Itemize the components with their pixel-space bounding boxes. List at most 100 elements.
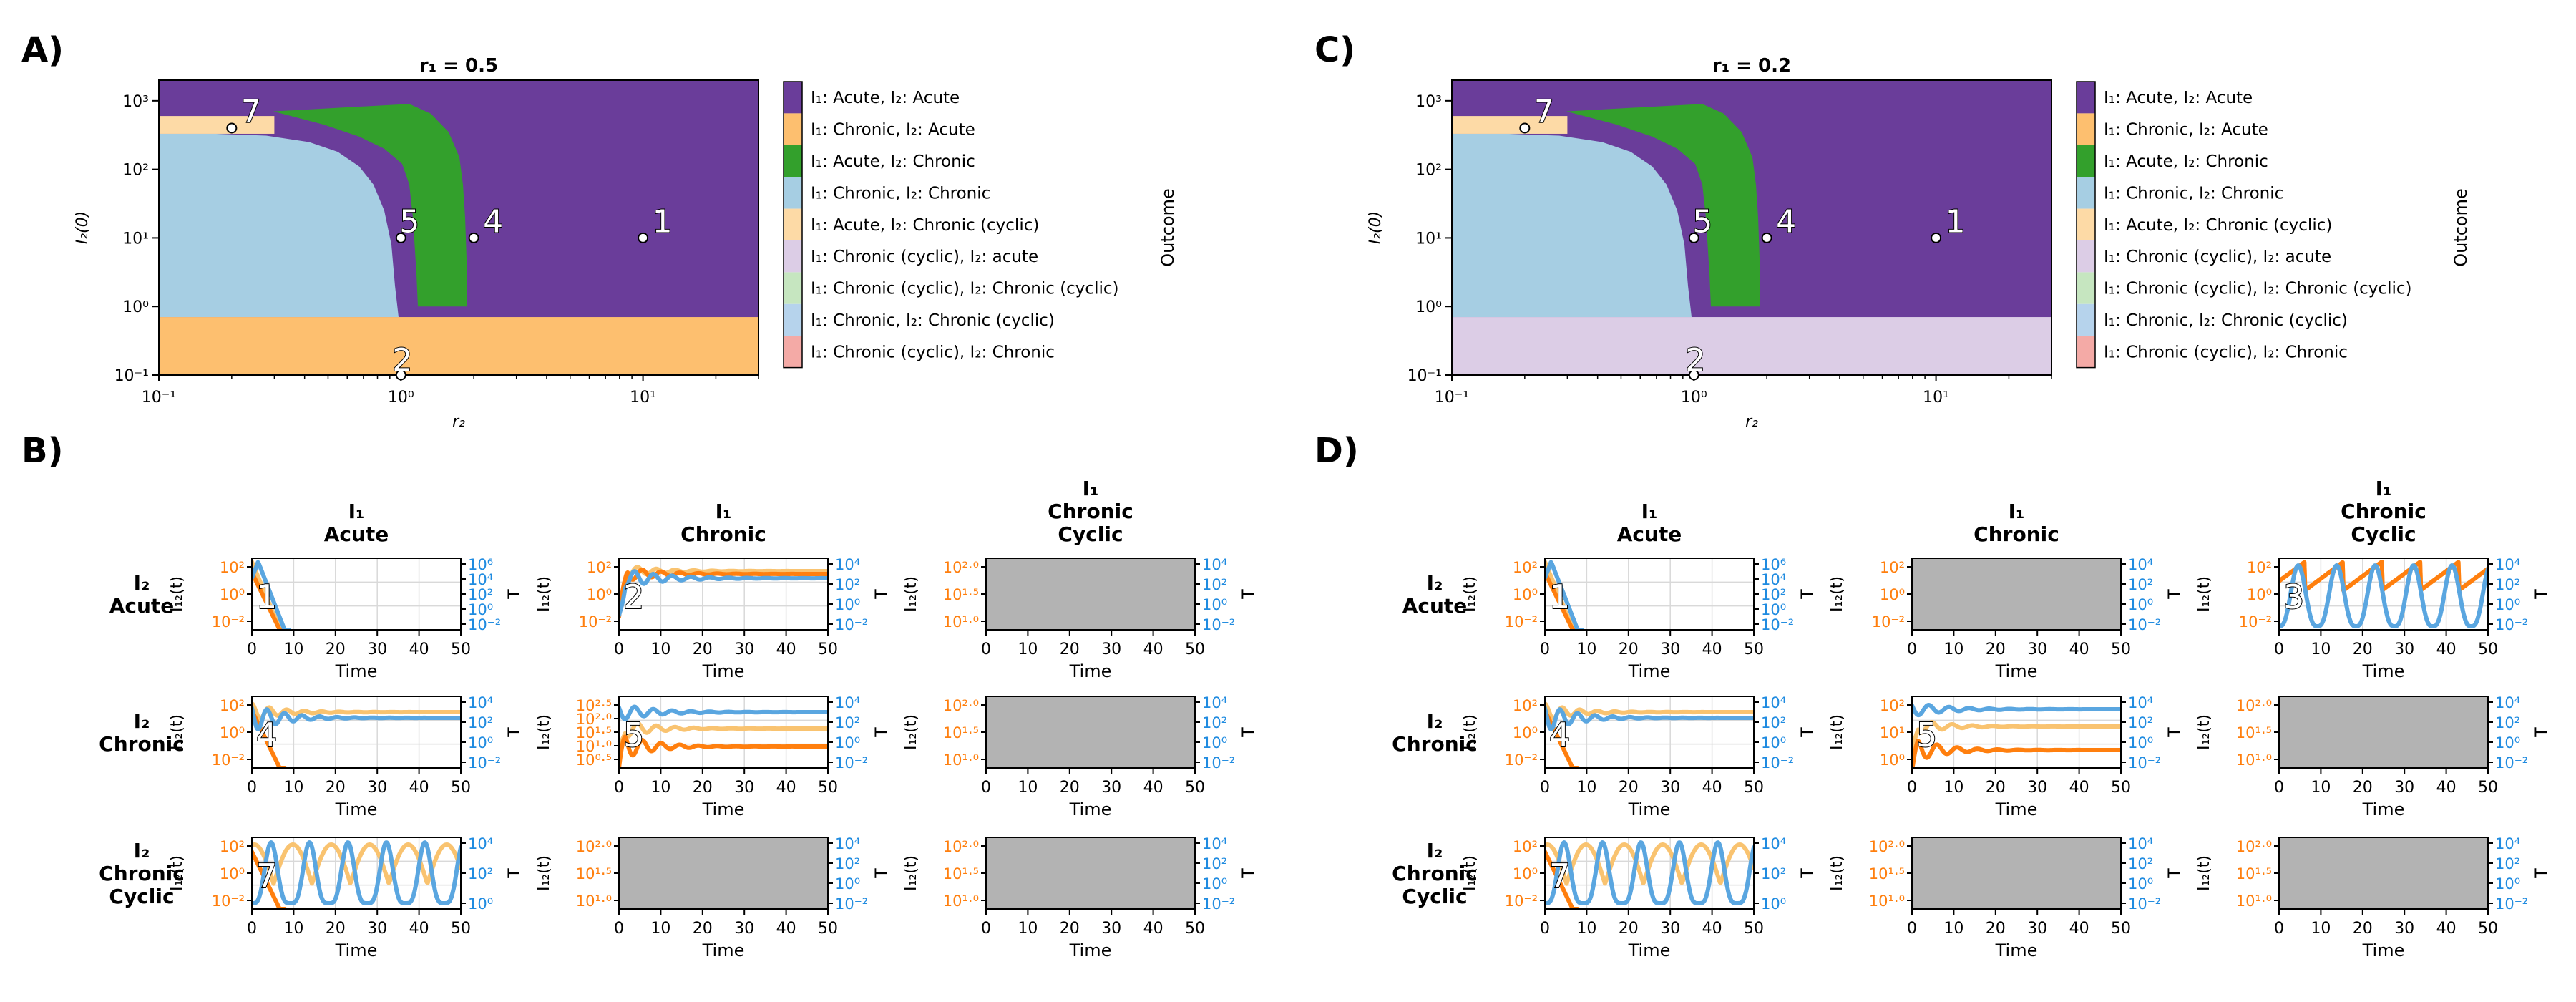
- x-tick-label: 30: [367, 641, 387, 658]
- case-number: 1: [256, 578, 277, 616]
- y-right-axis-label: T: [506, 727, 524, 738]
- point-label: 1: [1946, 203, 1966, 240]
- x-tick-label: 50: [818, 920, 838, 938]
- y-tick-label: 10⁰: [1415, 298, 1442, 316]
- column-header: Chronic: [680, 522, 766, 546]
- x-tick-label: 40: [1143, 779, 1163, 797]
- y-left-tick-label: 10¹·⁵: [576, 724, 612, 741]
- region-acute-chroniccyclic: [1452, 116, 1568, 134]
- column-header: I₁: [348, 500, 365, 523]
- chart-title: r₁ = 0.2: [1712, 55, 1791, 77]
- y-left-tick-label: 10¹·⁵: [943, 724, 979, 741]
- y-right-axis-label: T: [1240, 589, 1258, 600]
- y-right-tick-label: 10⁰: [2128, 734, 2153, 752]
- case-number: 5: [623, 716, 644, 754]
- empty-panel: [986, 837, 1195, 909]
- x-tick-label: 10: [283, 641, 303, 658]
- y-right-axis-label: T: [2533, 868, 2551, 879]
- x-axis-label: Time: [335, 940, 378, 960]
- legend-swatch: [784, 82, 802, 114]
- y-right-tick-label: 10⁻²: [835, 616, 868, 633]
- y-left-tick-label: 10⁻²: [212, 892, 245, 910]
- row-header: Cyclic: [109, 885, 174, 908]
- case-number: 4: [1549, 716, 1570, 754]
- x-tick-label: 20: [326, 920, 346, 938]
- timeseries-cell: 50 10 20 30 40 50Time10²10¹10⁰10⁴10²10⁰10⁻²I₁…: [1828, 694, 2184, 819]
- row-header: Chronic: [1392, 862, 1478, 885]
- y-right-tick-label: 10²: [2495, 576, 2520, 593]
- x-tick-label: 10: [1018, 779, 1038, 797]
- x-tick-label: 50: [451, 641, 471, 658]
- y-left-tick-label: 10⁻²: [1505, 613, 1538, 631]
- x-tick-label: 0: [1540, 920, 1550, 938]
- legend-entry: I₁: Acute, I₂: Chronic (cyclic): [2104, 216, 2332, 235]
- x-tick-label: 30: [1660, 641, 1680, 658]
- y-left-tick-label: 10¹·⁰: [2236, 752, 2272, 769]
- tcell-line: [252, 840, 461, 905]
- x-tick-label: 20: [2353, 920, 2373, 938]
- x-tick-label: 10: [650, 641, 670, 658]
- y-right-tick-label: 10²: [1202, 714, 1227, 731]
- y-right-tick-label: 10⁴: [1202, 835, 1227, 852]
- x-tick-label: 10¹: [630, 389, 656, 407]
- x-tick-label: 10: [2311, 779, 2331, 797]
- y-left-tick-label: 10¹·⁰: [576, 738, 612, 755]
- y-tick-label: 10⁰: [122, 298, 149, 316]
- y-right-tick-label: 10⁰: [1761, 895, 1786, 913]
- empty-panel: [2279, 837, 2488, 909]
- y-left-tick-label: 10⁰: [1880, 752, 1905, 769]
- y-left-axis-label: I₁₂(t): [2195, 714, 2213, 750]
- legend-swatch: [2077, 303, 2095, 336]
- y-left-tick-label: 10²: [1513, 697, 1538, 714]
- y-right-axis-label: T: [873, 727, 891, 738]
- empty-panel: [986, 696, 1195, 768]
- y-left-tick-label: 10¹: [1880, 724, 1905, 741]
- x-tick-label: 30: [734, 641, 754, 658]
- case-number: 7: [256, 857, 277, 895]
- y-left-tick-label: 10²·⁰: [943, 838, 979, 855]
- y-left-tick-label: 10²: [1513, 559, 1538, 576]
- column-header: I₁: [716, 500, 732, 523]
- y-left-tick-label: 10¹·⁰: [943, 892, 979, 910]
- y-left-tick-label: 10⁰: [1880, 586, 1905, 603]
- x-axis-label: Time: [2362, 940, 2405, 960]
- point-label: 2: [392, 342, 412, 379]
- x-tick-label: 20: [1619, 779, 1639, 797]
- y-left-tick-label: 10⁰: [587, 586, 612, 603]
- x-tick-label: 50: [2478, 641, 2498, 658]
- y-right-tick-label: 10²: [1761, 865, 1786, 882]
- case-number: 2: [623, 578, 644, 616]
- x-tick-label: 20: [1986, 641, 2006, 658]
- y-right-tick-label: 10²: [835, 855, 860, 872]
- y-right-tick-label: 10²: [468, 586, 493, 603]
- y-left-tick-label: 10²: [587, 559, 612, 576]
- empty-panel: [1912, 837, 2121, 909]
- panel-bg: [1545, 696, 1754, 768]
- point-marker: [1931, 232, 1942, 243]
- x-tick-label: 40: [2436, 641, 2457, 658]
- column-header: Cyclic: [1058, 522, 1123, 546]
- y-right-tick-label: 10⁴: [1761, 835, 1786, 852]
- tcell-line: [252, 706, 461, 731]
- y-right-tick-label: 10²: [2128, 855, 2153, 872]
- y-right-tick-label: 10²: [835, 714, 860, 731]
- y-left-axis-label: I₁₂(t): [2195, 855, 2213, 891]
- x-tick-label: 0: [247, 920, 257, 938]
- y-right-tick-label: 10⁻²: [1202, 754, 1235, 772]
- row-header: I₂: [134, 839, 150, 862]
- x-tick-label: 10: [1018, 641, 1038, 658]
- x-tick-label: 20: [2353, 641, 2373, 658]
- x-tick-label: 10⁻¹: [142, 389, 176, 407]
- y-right-tick-label: 10⁰: [1761, 601, 1786, 618]
- x-tick-label: 0: [1540, 779, 1550, 797]
- x-tick-label: 20: [1986, 779, 2006, 797]
- panel-label: D): [1314, 431, 1359, 471]
- x-tick-label: 10⁻¹: [1435, 389, 1469, 407]
- y-axis-label: I₂(0): [1367, 211, 1385, 244]
- legend-swatch: [2077, 272, 2095, 304]
- region-acute-chronic: [273, 104, 467, 307]
- x-tick-label: 50: [2478, 920, 2498, 938]
- panel-label: C): [1314, 30, 1355, 70]
- y-right-tick-label: 10⁻²: [2495, 616, 2528, 633]
- legend-swatch: [784, 336, 802, 368]
